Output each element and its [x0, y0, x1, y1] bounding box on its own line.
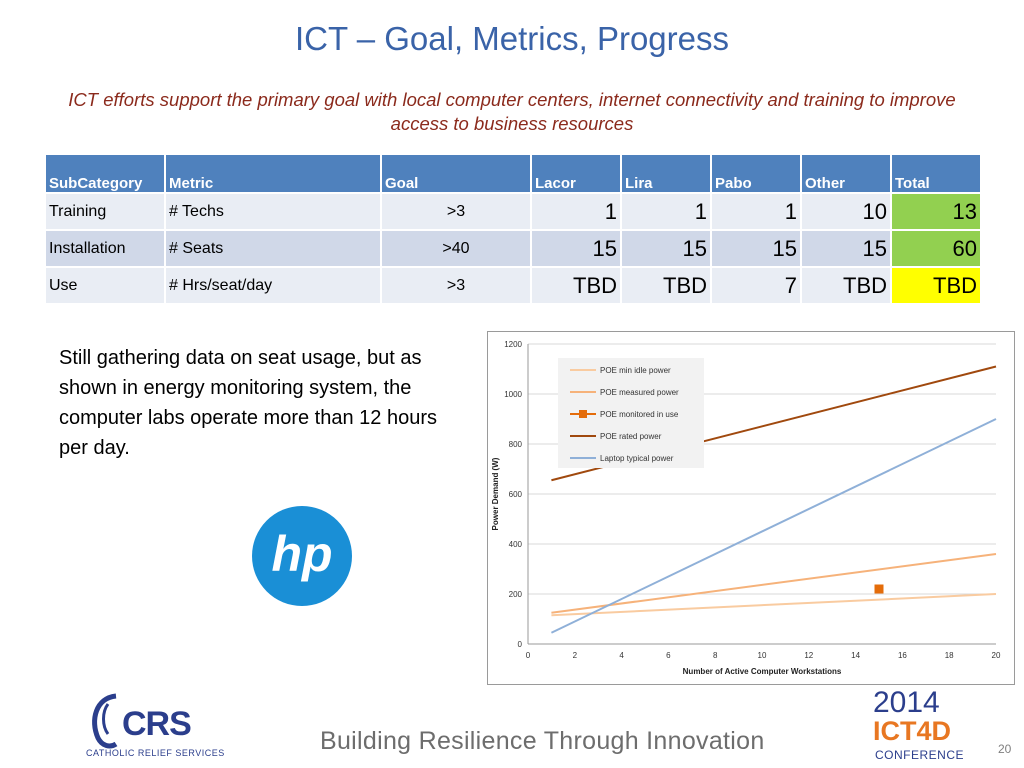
header-subcategory: SubCategory: [46, 155, 166, 193]
cell-lacor: TBD: [531, 266, 622, 303]
hp-logo-text: hp: [271, 526, 332, 582]
table-row: Training # Techs >3 1 1 1 10 13: [46, 192, 982, 230]
x-tick-label: 2: [573, 651, 578, 660]
legend-label: POE min idle power: [600, 366, 671, 375]
table-row: Installation # Seats >40 15 15 15 15 60: [46, 229, 982, 267]
x-axis-label: Number of Active Computer Workstations: [683, 667, 842, 676]
x-tick-label: 20: [992, 651, 1001, 660]
cell-metric: # Hrs/seat/day: [165, 266, 382, 303]
x-tick-label: 12: [804, 651, 813, 660]
chart-series: [550, 365, 997, 634]
cell-other: 15: [801, 229, 892, 267]
cell-subcategory: Training: [46, 192, 166, 230]
crs-logo: [86, 690, 122, 755]
x-tick-label: 10: [758, 651, 767, 660]
cell-metric: # Seats: [165, 229, 382, 267]
cell-subcategory: Use: [46, 266, 166, 303]
crs-logo-text: CRS: [122, 705, 192, 743]
cell-total: TBD: [891, 266, 982, 303]
event-name: ICT4D: [873, 716, 952, 746]
metrics-table: SubCategory Metric Goal Lacor Lira Pabo …: [46, 155, 982, 303]
x-tick-label: 18: [945, 651, 954, 660]
header-lacor: Lacor: [531, 155, 622, 193]
legend-label: Laptop typical power: [600, 454, 674, 463]
y-tick-label: 800: [509, 440, 523, 449]
legend-label: POE measured power: [600, 388, 679, 397]
event-year: 2014: [873, 686, 940, 719]
y-tick-label: 400: [509, 540, 523, 549]
chart-axes: 0 200 400 600 800 1000 1200 0 2 4 6 8 10 12 14 16 18 20: [504, 340, 1001, 660]
table-row: Use # Hrs/seat/day >3 TBD TBD 7 TBD TBD: [46, 266, 982, 303]
legend-swatch-marker: [579, 410, 587, 418]
x-tick-label: 6: [666, 651, 671, 660]
cell-lacor: 1: [531, 192, 622, 230]
y-tick-label: 1200: [504, 340, 522, 349]
series-line: [550, 418, 997, 634]
cell-pabo: 7: [711, 266, 802, 303]
cell-goal: >40: [381, 229, 532, 267]
cell-other: 10: [801, 192, 892, 230]
series-line: [551, 553, 997, 614]
y-axis-label: Power Demand (W): [491, 457, 500, 530]
legend-label: POE monitored in use: [600, 410, 679, 419]
series-line: [551, 593, 997, 617]
cell-metric: # Techs: [165, 192, 382, 230]
table-header-row: SubCategory Metric Goal Lacor Lira Pabo …: [46, 155, 982, 193]
cell-goal: >3: [381, 266, 532, 303]
cell-lira: TBD: [621, 266, 712, 303]
y-tick-label: 0: [518, 640, 523, 649]
cell-total: 13: [891, 192, 982, 230]
cell-lira: 1: [621, 192, 712, 230]
hp-logo: hp: [251, 505, 353, 612]
cell-pabo: 1: [711, 192, 802, 230]
footer-tagline: Building Resilience Through Innovation: [320, 727, 765, 755]
crs-logo-subtext: CATHOLIC RELIEF SERVICES: [86, 748, 225, 758]
chart-legend: POE min idle power POE measured power POE …: [558, 358, 704, 468]
x-tick-label: 4: [619, 651, 624, 660]
header-total: Total: [891, 155, 982, 193]
x-tick-label: 8: [713, 651, 718, 660]
y-tick-label: 200: [509, 590, 523, 599]
legend-label: POE rated power: [600, 432, 662, 441]
header-other: Other: [801, 155, 892, 193]
header-metric: Metric: [165, 155, 382, 193]
cell-lacor: 15: [531, 229, 622, 267]
header-goal: Goal: [381, 155, 532, 193]
header-pabo: Pabo: [711, 155, 802, 193]
cell-goal: >3: [381, 192, 532, 230]
cell-subcategory: Installation: [46, 229, 166, 267]
slide-title: ICT – Goal, Metrics, Progress: [294, 20, 729, 57]
x-tick-label: 14: [851, 651, 860, 660]
x-tick-label: 16: [898, 651, 907, 660]
slide-subtitle: ICT efforts support the primary goal wit…: [68, 89, 956, 134]
y-tick-label: 1000: [504, 390, 522, 399]
cell-total: 60: [891, 229, 982, 267]
series-marker-poe-monitored: [874, 584, 884, 594]
power-chart-svg: 0 200 400 600 800 1000 1200 0 2 4 6 8 10 12 14 16 18 20 P…: [491, 340, 1001, 676]
power-chart: 0 200 400 600 800 1000 1200 0 2 4 6 8 10 12 14 16 18 20 P…: [487, 331, 1015, 685]
cell-other: TBD: [801, 266, 892, 303]
cell-lira: 15: [621, 229, 712, 267]
page-number: 20: [998, 742, 1012, 756]
x-tick-label: 0: [526, 651, 531, 660]
cell-pabo: 15: [711, 229, 802, 267]
y-tick-label: 600: [509, 490, 523, 499]
header-lira: Lira: [621, 155, 712, 193]
event-subtitle: CONFERENCE: [875, 748, 965, 762]
usage-note: Still gathering data on seat usage, but …: [59, 347, 437, 459]
